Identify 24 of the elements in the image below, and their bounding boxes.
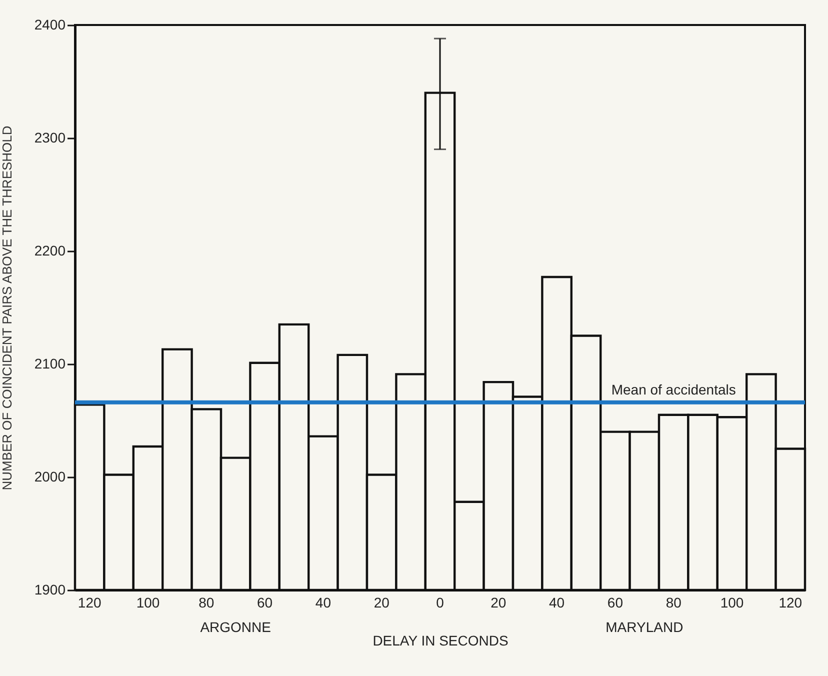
x-tick-label: 0 <box>436 594 444 610</box>
y-tick-label: 2000 <box>34 468 66 484</box>
x-tick-label: 120 <box>778 594 802 610</box>
x-tick-label: 60 <box>607 594 624 610</box>
y-tick-label: 2100 <box>34 356 66 372</box>
x-tick-label: 80 <box>198 594 214 610</box>
x-tick-label: 40 <box>315 594 332 610</box>
y-tick-label: 2400 <box>34 16 66 32</box>
x-tick-label: 80 <box>666 594 682 610</box>
x-tick-label: 100 <box>136 594 160 610</box>
y-tick-label: 2300 <box>34 130 66 146</box>
text: MARYLAND <box>606 619 684 635</box>
x-tick-label: 60 <box>257 594 273 610</box>
y-tick-label: 1900 <box>34 582 66 598</box>
ref-line-label: Mean of accidentals <box>611 381 736 398</box>
text: ARGONNE <box>200 619 271 635</box>
x-tick-label: 20 <box>374 594 390 610</box>
x-tick-label: 40 <box>549 594 565 610</box>
x-axis-title: DELAY IN SECONDS <box>372 632 508 648</box>
x-tick-label: 120 <box>78 594 102 610</box>
y-axis-title: NUMBER OF COINCIDENT PAIRS ABOVE THE THRESHOLD <box>0 126 14 490</box>
x-tick-label: 100 <box>720 594 744 610</box>
x-tick-label: 20 <box>490 594 506 610</box>
y-tick-label: 2200 <box>34 242 66 258</box>
